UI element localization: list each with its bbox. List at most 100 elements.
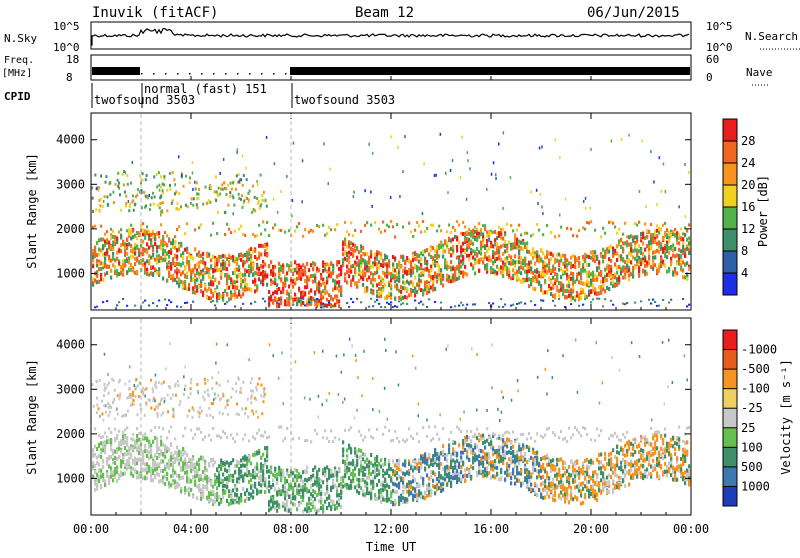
data-cell [674, 228, 676, 231]
data-cell [350, 270, 352, 274]
data-cell [162, 235, 164, 239]
data-cell [163, 175, 165, 178]
data-cell [626, 255, 628, 259]
data-cell [414, 252, 416, 256]
data-cell [224, 274, 226, 278]
data-cell [432, 246, 434, 250]
data-cell [272, 473, 274, 477]
data-cell [118, 272, 120, 276]
data-cell [276, 493, 278, 497]
data-cell [214, 460, 216, 464]
data-cell [386, 302, 388, 304]
data-cell [252, 484, 254, 488]
data-cell [196, 253, 198, 257]
data-cell [436, 263, 438, 267]
data-cell [306, 303, 308, 307]
data-cell [126, 452, 128, 456]
data-cell [350, 279, 352, 283]
data-cell [318, 290, 320, 294]
data-cell [174, 246, 176, 250]
data-cell [610, 259, 612, 263]
data-cell [362, 252, 364, 256]
data-cell [526, 274, 528, 278]
data-cell [194, 285, 196, 289]
data-cell [406, 483, 408, 487]
data-cell [154, 237, 156, 241]
data-cell [132, 199, 134, 202]
data-cell [476, 238, 478, 242]
data-cell [304, 488, 306, 492]
data-cell [422, 292, 424, 296]
data-cell [390, 500, 392, 504]
data-cell [108, 245, 110, 249]
data-cell [278, 262, 280, 266]
data-cell [622, 257, 624, 261]
data-cell [261, 199, 263, 202]
data-cell [104, 446, 106, 450]
data-cell [354, 244, 356, 248]
data-cell [248, 480, 250, 484]
data-cell [166, 234, 168, 237]
data-cell [176, 485, 178, 489]
data-cell [670, 257, 672, 261]
data-cell [192, 161, 194, 164]
data-cell [254, 209, 256, 212]
data-cell [162, 480, 164, 484]
data-cell [216, 190, 218, 193]
data-cell [254, 453, 256, 457]
data-cell [280, 490, 282, 494]
freq-bar-segment [92, 67, 140, 75]
data-cell [380, 252, 382, 256]
data-cell [246, 283, 248, 287]
data-cell [236, 286, 238, 290]
data-cell [524, 261, 526, 265]
data-cell [398, 502, 400, 506]
data-cell [648, 240, 650, 244]
data-cell [336, 478, 338, 482]
data-cell [270, 470, 272, 474]
data-cell [284, 496, 286, 500]
data-cell [126, 246, 128, 250]
data-cell [232, 458, 234, 462]
data-cell [490, 259, 492, 263]
data-cell [552, 253, 554, 257]
data-cell [114, 450, 116, 454]
data-cell [390, 196, 392, 199]
data-cell [184, 248, 186, 252]
data-cell [278, 297, 280, 301]
colorbar-tick-label: 24 [741, 156, 755, 170]
data-cell [542, 212, 544, 215]
data-cell [512, 304, 514, 306]
data-cell [376, 468, 378, 472]
data-cell [206, 202, 208, 205]
data-cell [126, 459, 128, 463]
data-cell [494, 259, 496, 263]
data-cell [448, 265, 450, 269]
data-cell [574, 260, 576, 264]
data-cell [560, 259, 562, 263]
data-cell [312, 230, 314, 233]
data-cell [284, 277, 286, 281]
data-cell [376, 497, 378, 501]
data-cell [462, 232, 464, 236]
data-cell [194, 470, 196, 474]
data-cell [156, 271, 158, 275]
data-cell [386, 493, 388, 497]
data-cell [558, 234, 560, 237]
data-cell [488, 255, 490, 259]
data-cell [450, 267, 452, 271]
data-cell [654, 240, 656, 244]
data-cell [212, 490, 214, 494]
data-cell [564, 295, 566, 299]
data-cell [152, 302, 154, 304]
data-cell [362, 270, 364, 274]
data-cell [164, 298, 166, 300]
data-cell [642, 252, 644, 256]
data-cell [402, 269, 404, 273]
data-cell [168, 265, 170, 269]
data-cell [238, 265, 240, 269]
data-cell [370, 480, 372, 484]
data-cell [390, 494, 392, 498]
data-cell [222, 479, 224, 483]
